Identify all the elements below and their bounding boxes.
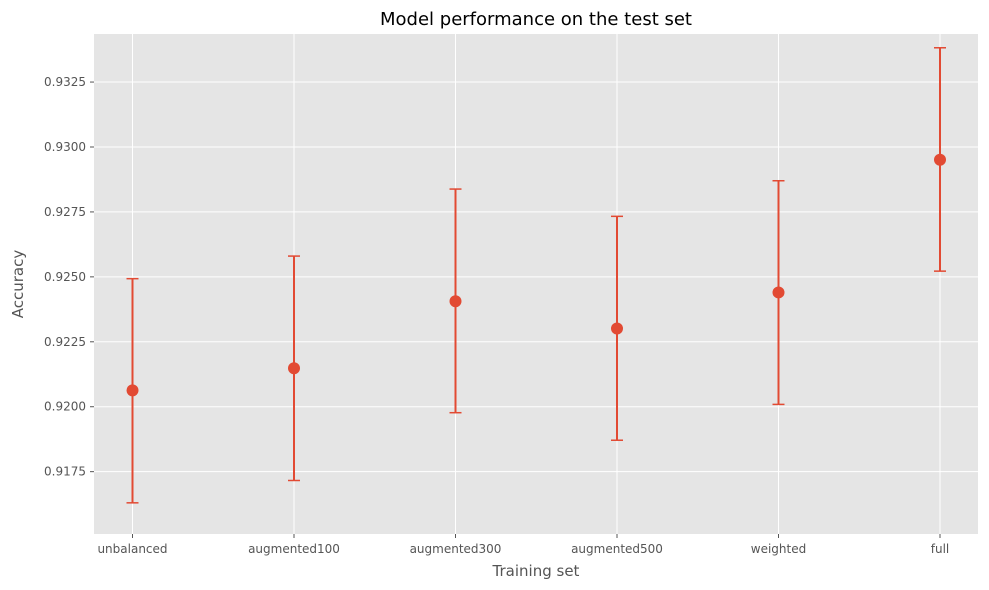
- data-point: [288, 362, 300, 375]
- chart-title: Model performance on the test set: [380, 9, 692, 30]
- x-tick-label: augmented500: [571, 542, 663, 556]
- x-tick-label: augmented300: [410, 542, 502, 556]
- data-point: [126, 384, 139, 397]
- x-tick-label: unbalanced: [97, 542, 167, 556]
- x-tick-label: augmented100: [248, 542, 340, 556]
- data-point: [449, 295, 462, 308]
- y-tick-label: 0.9225: [44, 335, 86, 349]
- grid: [94, 34, 978, 534]
- data-point: [611, 322, 623, 335]
- y-axis: 0.9175 0.9200 0.9225 0.9250 0.9275 0.9300 0.93…: [44, 75, 94, 479]
- plot-area: [94, 34, 978, 534]
- y-tick-label: 0.9200: [44, 400, 86, 414]
- y-axis-label: Accuracy: [9, 250, 27, 319]
- data-points: [126, 153, 946, 397]
- x-tick-label: full: [931, 542, 950, 556]
- y-tick-label: 0.9325: [44, 75, 86, 89]
- y-tick-label: 0.9175: [44, 465, 86, 479]
- y-tick-label: 0.9300: [44, 140, 86, 154]
- y-tick-label: 0.9275: [44, 205, 86, 219]
- x-axis: unbalanced augmented100 augmented300 augmen…: [97, 534, 949, 556]
- x-axis-label: Training set: [492, 562, 580, 580]
- x-tick-label: weighted: [751, 542, 806, 556]
- data-point: [934, 153, 946, 166]
- data-point: [772, 286, 785, 299]
- y-tick-label: 0.9250: [44, 270, 86, 284]
